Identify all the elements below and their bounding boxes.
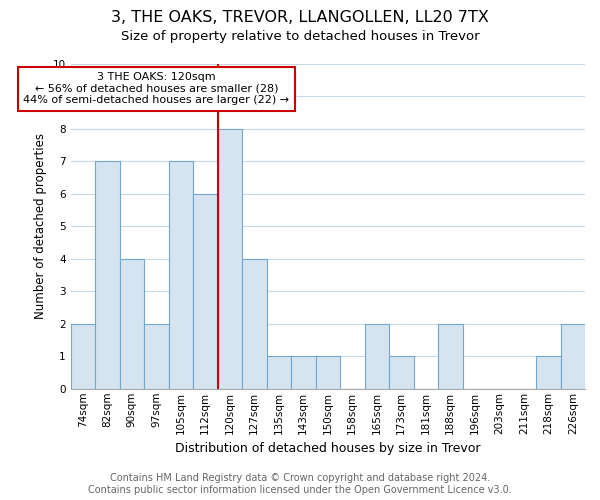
Bar [144, 324, 169, 389]
Bar [365, 324, 389, 389]
Bar [536, 356, 560, 389]
Text: 3 THE OAKS: 120sqm
← 56% of detached houses are smaller (28)
44% of semi-detache: 3 THE OAKS: 120sqm ← 56% of detached hou… [23, 72, 289, 106]
Bar [71, 324, 95, 389]
Text: 3, THE OAKS, TREVOR, LLANGOLLEN, LL20 7TX: 3, THE OAKS, TREVOR, LLANGOLLEN, LL20 7T… [111, 10, 489, 25]
Bar [316, 356, 340, 389]
Bar [291, 356, 316, 389]
Bar [95, 162, 119, 389]
Bar [242, 259, 266, 389]
Bar [193, 194, 218, 389]
Bar [389, 356, 413, 389]
Bar [119, 259, 144, 389]
Bar [560, 324, 585, 389]
Y-axis label: Number of detached properties: Number of detached properties [34, 134, 47, 320]
Bar [218, 129, 242, 389]
Bar [169, 162, 193, 389]
Bar [266, 356, 291, 389]
X-axis label: Distribution of detached houses by size in Trevor: Distribution of detached houses by size … [175, 442, 481, 455]
Text: Contains HM Land Registry data © Crown copyright and database right 2024.
Contai: Contains HM Land Registry data © Crown c… [88, 474, 512, 495]
Text: Size of property relative to detached houses in Trevor: Size of property relative to detached ho… [121, 30, 479, 43]
Bar [438, 324, 463, 389]
